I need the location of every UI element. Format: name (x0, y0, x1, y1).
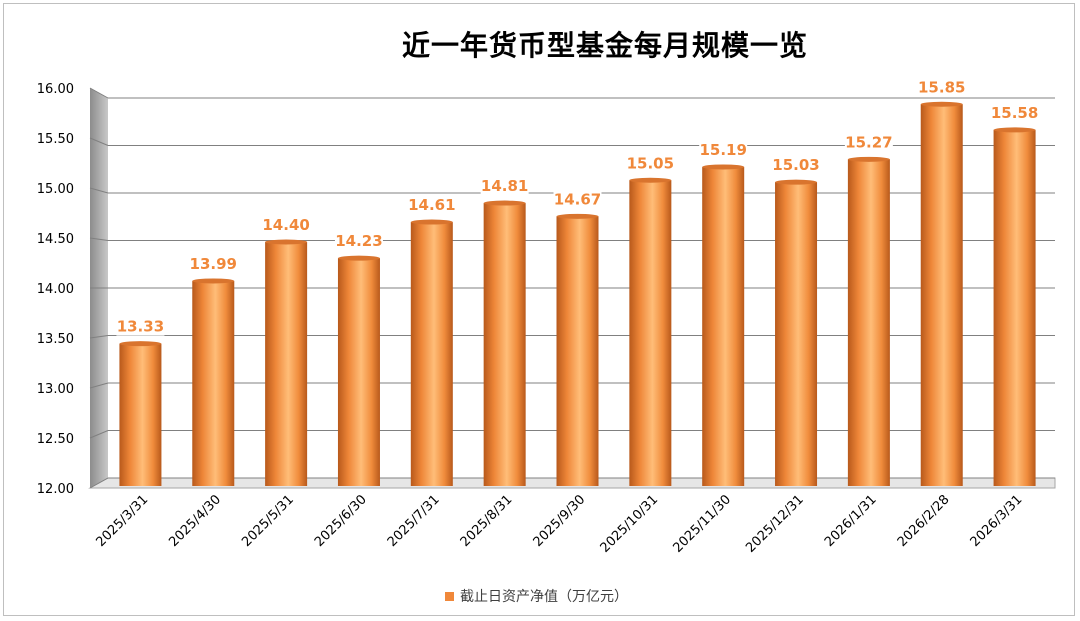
gridline-side (89, 430, 109, 439)
x-tick-label: 2025/11/30 (670, 492, 734, 556)
data-label-bg (844, 131, 893, 152)
data-label: 13.33 (117, 318, 164, 336)
x-tick-label: 2025/8/31 (458, 492, 516, 550)
data-label-bg (917, 76, 966, 97)
data-label-bg (189, 252, 238, 273)
data-label: 14.67 (554, 190, 601, 208)
data-label: 15.03 (772, 156, 819, 174)
bar-top (556, 213, 599, 219)
y-tick-label: 16.00 (37, 82, 74, 97)
bar-top (192, 278, 235, 284)
y-tick-label: 15.50 (37, 132, 74, 147)
y-tick-label: 12.50 (37, 432, 74, 447)
x-tick-label: 2025/9/30 (531, 492, 589, 550)
data-label: 15.19 (699, 141, 746, 159)
chart-frame (3, 3, 1075, 616)
gridline-side (89, 237, 109, 241)
data-label-bg (772, 154, 821, 175)
bar-top (119, 341, 162, 347)
x-tick-label: 2026/1/31 (822, 492, 880, 550)
data-label-bg (553, 188, 602, 209)
bar-top (920, 101, 963, 107)
data-label: 15.58 (991, 104, 1038, 122)
bar (337, 258, 380, 486)
legend: 截止日资产净值（万亿元） (445, 586, 628, 606)
x-tick-label: 2025/6/30 (312, 492, 370, 550)
bar-top (702, 164, 745, 170)
bar-top (337, 255, 380, 261)
y-tick-label: 14.50 (37, 232, 74, 247)
bar (920, 104, 963, 486)
bar-top (265, 239, 308, 245)
gridline-side (89, 382, 109, 389)
data-label: 15.85 (918, 78, 965, 96)
bar-top (629, 177, 672, 183)
data-label: 14.40 (262, 216, 309, 234)
bar-top (410, 219, 453, 225)
bar-top (993, 127, 1036, 133)
data-label: 14.23 (335, 232, 382, 250)
x-tick-label: 2025/10/31 (598, 492, 662, 556)
data-label: 14.81 (481, 177, 528, 195)
x-tick-label: 2025/4/30 (166, 492, 224, 550)
x-tick-label: 2025/3/31 (94, 492, 152, 550)
bar (119, 343, 162, 486)
data-label-bg (334, 230, 383, 251)
y-tick-label: 13.00 (37, 382, 74, 397)
data-label-bg (407, 194, 456, 215)
bar (192, 280, 235, 486)
legend-swatch (445, 591, 454, 601)
data-label: 15.27 (845, 133, 892, 151)
gridline-side (89, 137, 109, 146)
y-tick-label: 14.00 (37, 282, 74, 297)
bar-top (483, 200, 526, 206)
x-tick-label: 2026/2/28 (895, 492, 953, 550)
bar (993, 129, 1036, 486)
x-tick-label: 2025/12/31 (743, 492, 807, 556)
x-tick-label: 2025/7/31 (385, 492, 443, 550)
legend-label: 截止日资产净值（万亿元） (460, 589, 628, 605)
data-label: 13.99 (190, 255, 237, 273)
data-label-bg (262, 214, 311, 234)
gridline-side (89, 477, 109, 489)
bar (629, 180, 672, 486)
bar (702, 166, 745, 486)
y-tick-label: 12.00 (37, 482, 74, 497)
bar (775, 182, 818, 486)
data-label-bg (116, 315, 165, 336)
chart-title: 近一年货币型基金每月规模一览 (401, 29, 808, 62)
x-tick-label: 2025/5/31 (239, 492, 297, 550)
data-label-bg (626, 152, 675, 173)
bar (847, 159, 890, 486)
gridline-side (89, 87, 109, 99)
x-tick-label: 2026/3/31 (968, 492, 1026, 550)
data-label-bg (990, 101, 1039, 122)
data-label: 14.61 (408, 196, 455, 214)
data-label: 15.05 (627, 154, 674, 172)
data-label-bg (699, 138, 748, 159)
gridline-side (89, 335, 109, 339)
bar (556, 216, 599, 486)
bar (265, 242, 308, 486)
bar (483, 203, 526, 487)
data-label-bg (480, 175, 529, 196)
bar (410, 222, 453, 487)
y-tick-label: 13.50 (37, 332, 74, 347)
gridline-side (89, 187, 109, 194)
bar-top (775, 179, 818, 185)
y-tick-label: 15.00 (37, 182, 74, 197)
bar-top (847, 156, 890, 162)
